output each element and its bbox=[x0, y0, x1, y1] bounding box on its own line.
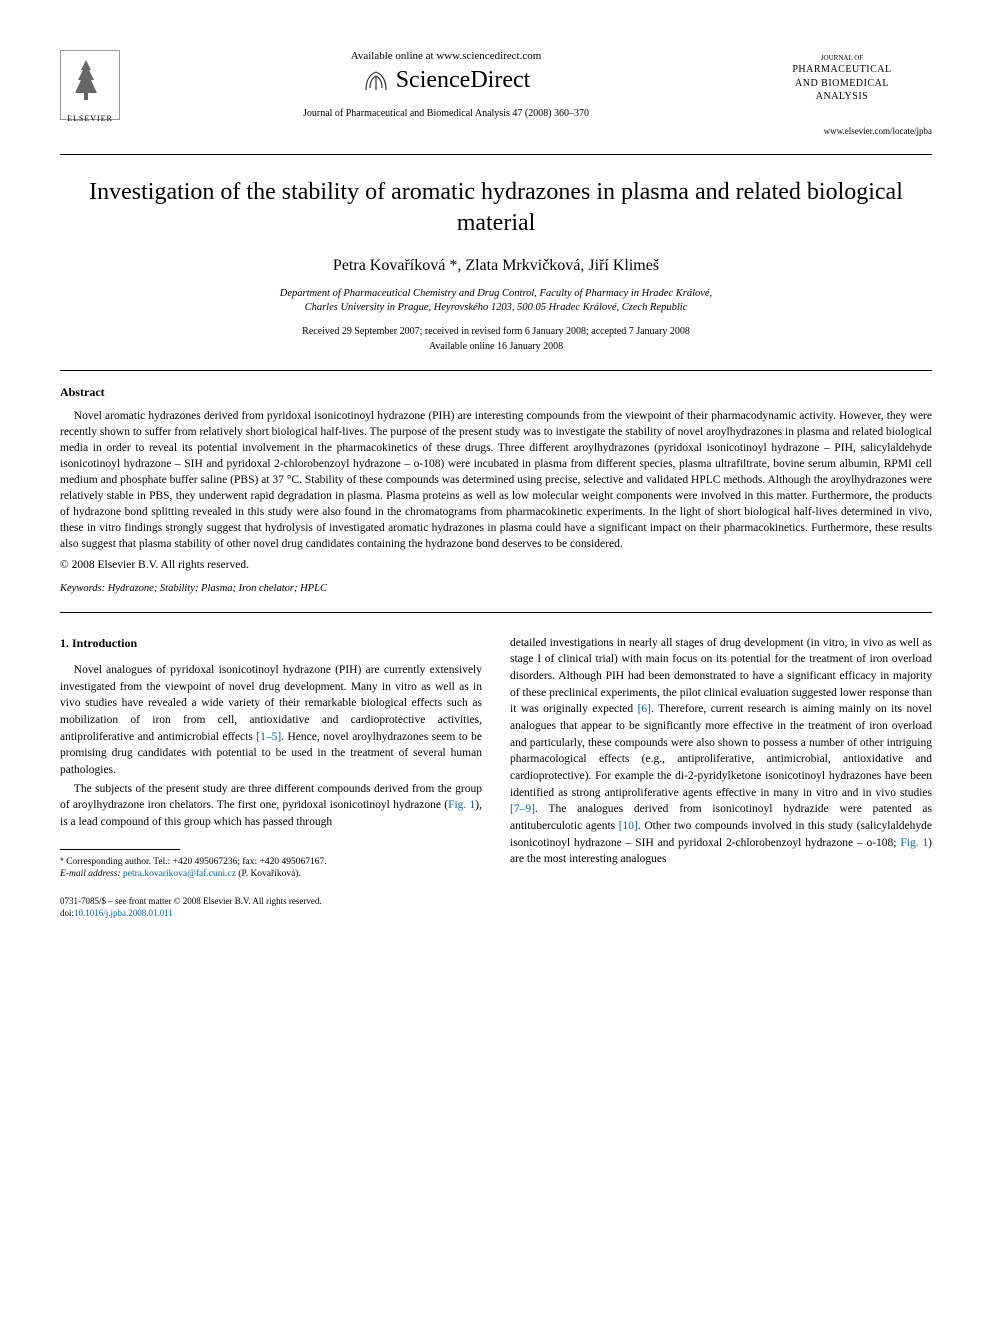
article-dates-l2: Available online 16 January 2008 bbox=[60, 341, 932, 352]
front-matter-line: 0731-7085/$ – see front matter © 2008 El… bbox=[60, 895, 482, 907]
abstract-copyright: © 2008 Elsevier B.V. All rights reserved… bbox=[60, 559, 932, 571]
right-p1-b: . Therefore, current research is aiming … bbox=[510, 703, 932, 798]
keywords-label: Keywords: bbox=[60, 583, 105, 594]
keywords-line: Keywords: Hydrazone; Stability; Plasma; … bbox=[60, 583, 932, 594]
journal-name-l2: AND BIOMEDICAL bbox=[752, 77, 932, 91]
intro-para-1: Novel analogues of pyridoxal isonicotino… bbox=[60, 662, 482, 779]
journal-name-l1: PHARMACEUTICAL bbox=[752, 63, 932, 77]
sciencedirect-brand: ScienceDirect bbox=[160, 66, 732, 94]
doi-prefix: doi: bbox=[60, 908, 74, 918]
intro-heading: 1. Introduction bbox=[60, 635, 482, 652]
intro-para-2: The subjects of the present study are th… bbox=[60, 781, 482, 831]
header-center: Available online at www.sciencedirect.co… bbox=[140, 50, 752, 119]
page-header: ELSEVIER Available online at www.science… bbox=[60, 50, 932, 136]
abstract-body: Novel aromatic hydrazones derived from p… bbox=[60, 408, 932, 553]
ref-link-1-5[interactable]: [1–5] bbox=[256, 731, 281, 743]
header-rule bbox=[60, 154, 932, 155]
authors: Petra Kovaříková *, Zlata Mrkvičková, Ji… bbox=[60, 257, 932, 275]
doi-block: 0731-7085/$ – see front matter © 2008 El… bbox=[60, 895, 482, 919]
journal-of-label: JOURNAL OF bbox=[752, 54, 932, 63]
footnote-rule bbox=[60, 849, 180, 850]
fig1-link-right[interactable]: Fig. 1 bbox=[900, 837, 928, 849]
email-tail: (P. Kovaříková). bbox=[236, 869, 301, 879]
ref-link-7-9[interactable]: [7–9] bbox=[510, 803, 535, 815]
keywords-values: Hydrazone; Stability; Plasma; Iron chela… bbox=[105, 583, 327, 594]
doi-link[interactable]: 10.1016/j.jpba.2008.01.011 bbox=[74, 908, 173, 918]
journal-name-block: JOURNAL OF PHARMACEUTICAL AND BIOMEDICAL… bbox=[752, 50, 932, 136]
journal-name-l3: ANALYSIS bbox=[752, 90, 932, 104]
article-title: Investigation of the stability of aromat… bbox=[60, 177, 932, 239]
email-label: E-mail address: bbox=[60, 869, 123, 879]
journal-url: www.elsevier.com/locate/jpba bbox=[752, 126, 932, 136]
elsevier-name: ELSEVIER bbox=[61, 114, 119, 123]
email-link[interactable]: petra.kovarikova@faf.cuni.cz bbox=[123, 869, 236, 879]
affiliation-l2: Charles University in Prague, Heyrovskéh… bbox=[60, 301, 932, 315]
abstract-top-rule bbox=[60, 370, 932, 371]
doi-line: doi:10.1016/j.jpba.2008.01.011 bbox=[60, 907, 482, 919]
sciencedirect-text: ScienceDirect bbox=[396, 67, 531, 94]
corresponding-author-footnote: * Corresponding author. Tel.: +420 49506… bbox=[60, 856, 482, 882]
affiliation-l1: Department of Pharmaceutical Chemistry a… bbox=[60, 287, 932, 301]
ref-link-6[interactable]: [6] bbox=[638, 703, 651, 715]
elsevier-logo: ELSEVIER bbox=[60, 50, 120, 120]
abstract-bottom-rule bbox=[60, 612, 932, 613]
sciencedirect-icon bbox=[362, 66, 390, 94]
elsevier-tree-icon bbox=[61, 55, 111, 105]
affiliation: Department of Pharmaceutical Chemistry a… bbox=[60, 287, 932, 315]
body-columns: 1. Introduction Novel analogues of pyrid… bbox=[60, 635, 932, 920]
intro-para-2-continued: detailed investigations in nearly all st… bbox=[510, 635, 932, 868]
fig1-link-left[interactable]: Fig. 1 bbox=[448, 799, 475, 811]
ref-link-10[interactable]: [10] bbox=[619, 820, 638, 832]
footnote-corr: Corresponding author. Tel.: +420 4950672… bbox=[64, 857, 327, 867]
article-dates-l1: Received 29 September 2007; received in … bbox=[60, 326, 932, 337]
left-column: 1. Introduction Novel analogues of pyrid… bbox=[60, 635, 482, 920]
intro-p2-a: The subjects of the present study are th… bbox=[60, 783, 482, 812]
available-online-text: Available online at www.sciencedirect.co… bbox=[160, 50, 732, 62]
journal-reference: Journal of Pharmaceutical and Biomedical… bbox=[160, 108, 732, 119]
publisher-logo-block: ELSEVIER bbox=[60, 50, 140, 126]
abstract-heading: Abstract bbox=[60, 385, 932, 400]
right-column: detailed investigations in nearly all st… bbox=[510, 635, 932, 920]
